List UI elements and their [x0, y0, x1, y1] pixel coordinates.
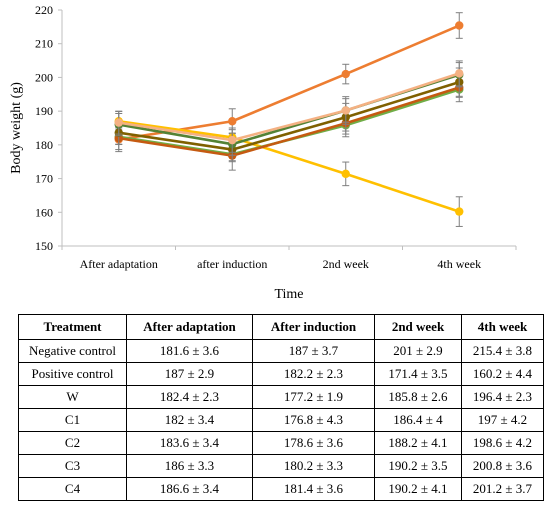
series-line	[118, 80, 460, 151]
column-header: After adaptation	[126, 314, 253, 340]
data-point	[455, 21, 464, 30]
y-tick-label: 170	[35, 172, 53, 186]
y-tick-label: 220	[35, 3, 53, 17]
y-tick-label: 210	[35, 37, 53, 51]
table-cell: 176.8 ± 4.3	[252, 408, 375, 432]
table-cell: C4	[18, 477, 127, 501]
x-axis-title: Time	[274, 287, 303, 302]
table-header-row: Treatment After adaptation After inducti…	[18, 314, 544, 340]
table-cell: 182.4 ± 2.3	[126, 385, 253, 409]
table-cell: 196.4 ± 2.3	[461, 385, 544, 409]
table-cell: C2	[18, 431, 127, 455]
x-tick-label: after induction	[197, 257, 267, 271]
y-tick-label: 190	[35, 104, 53, 118]
chart-series	[114, 12, 464, 227]
table-cell: 197 ± 4.2	[461, 408, 544, 432]
table-cell: 187 ± 2.9	[126, 362, 253, 386]
table-row: C1 182 ± 3.4 176.8 ± 4.3 186.4 ± 4 197 ±…	[18, 408, 544, 432]
table-cell: 182.2 ± 2.3	[252, 362, 375, 386]
data-point	[341, 169, 350, 179]
line-chart: 150 160 170 180 190 200 210 220 After adaptation…	[9, 3, 517, 302]
table-cell: 177.2 ± 1.9	[252, 385, 375, 409]
column-header: Treatment	[18, 314, 127, 340]
table-cell: W	[18, 385, 127, 409]
table-cell: 160.2 ± 4.4	[461, 362, 544, 386]
table-row: Negative control 181.6 ± 3.6 187 ± 3.7 2…	[18, 339, 544, 363]
column-header: 2nd week	[374, 314, 462, 340]
table-cell: 186.6 ± 3.4	[126, 477, 253, 501]
column-header: 4th week	[461, 314, 544, 340]
table-cell: 215.4 ± 3.8	[461, 339, 544, 363]
chart-svg: 150 160 170 180 190 200 210 220 After adaptation…	[9, 3, 517, 302]
table-cell: 188.2 ± 4.1	[374, 431, 462, 455]
data-point	[455, 69, 464, 78]
table-cell: 185.8 ± 2.6	[374, 385, 462, 409]
series-line	[118, 86, 460, 157]
series-c4	[114, 60, 464, 153]
table-cell: 201.2 ± 3.7	[461, 477, 544, 501]
table-cell: 181.4 ± 3.6	[252, 477, 375, 501]
table-cell: 183.6 ± 3.4	[126, 431, 253, 455]
data-table: Treatment After adaptation After inducti…	[18, 314, 544, 501]
series-c3	[114, 62, 464, 156]
table-cell: C1	[18, 408, 127, 432]
table-cell: 178.6 ± 3.6	[252, 431, 375, 455]
table-cell: 180.2 ± 3.3	[252, 454, 375, 478]
column-header: After induction	[252, 314, 375, 340]
series-line	[118, 24, 460, 141]
y-tick-label: 150	[35, 239, 53, 253]
y-tick-label: 160	[35, 205, 53, 219]
series-positive-control	[114, 110, 464, 227]
table-cell: 201 ± 2.9	[374, 339, 462, 363]
table-row: C4 186.6 ± 3.4 181.4 ± 3.6 190.2 ± 4.1 2…	[18, 477, 544, 501]
x-tick-label: After adaptation	[80, 257, 158, 271]
table-row: Positive control 187 ± 2.9 182.2 ± 2.3 1…	[18, 362, 544, 386]
series-line	[118, 119, 460, 213]
table-cell: 190.2 ± 4.1	[374, 477, 462, 501]
series-w	[114, 81, 464, 162]
table-row: C2 183.6 ± 3.4 178.6 ± 3.6 188.2 ± 4.1 1…	[18, 431, 544, 455]
chart-axes: 150 160 170 180 190 200 210 220 After adaptation…	[35, 3, 517, 271]
table-cell: 190.2 ± 3.5	[374, 454, 462, 478]
table-cell: 181.6 ± 3.6	[126, 339, 253, 363]
table-cell: C3	[18, 454, 127, 478]
x-tick-label: 2nd week	[323, 257, 369, 271]
y-tick-label: 180	[35, 138, 53, 152]
y-axis-title: Body weight (g)	[9, 82, 24, 174]
data-point	[228, 135, 237, 145]
table-cell: 186 ± 3.3	[126, 454, 253, 478]
series-line	[118, 72, 460, 142]
table-cell: 198.6 ± 4.2	[461, 431, 544, 455]
table-cell: 182 ± 3.4	[126, 408, 253, 432]
table-row: W 182.4 ± 2.3 177.2 ± 1.9 185.8 ± 2.6 19…	[18, 385, 544, 409]
data-point	[455, 207, 464, 216]
data-point	[341, 106, 350, 115]
table-cell: Positive control	[18, 362, 127, 386]
data-point	[114, 118, 123, 127]
x-tick-label: 4th week	[437, 257, 481, 271]
table-cell: Negative control	[18, 339, 127, 363]
table-cell: 186.4 ± 4	[374, 408, 462, 432]
y-tick-label: 200	[35, 70, 53, 84]
data-point	[341, 69, 350, 79]
data-point	[228, 117, 237, 126]
series-c2	[114, 67, 464, 163]
table-row: C3 186 ± 3.3 180.2 ± 3.3 190.2 ± 3.5 200…	[18, 454, 544, 478]
table-cell: 171.4 ± 3.5	[374, 362, 462, 386]
table-cell: 200.8 ± 3.6	[461, 454, 544, 478]
table-cell: 187 ± 3.7	[252, 339, 375, 363]
